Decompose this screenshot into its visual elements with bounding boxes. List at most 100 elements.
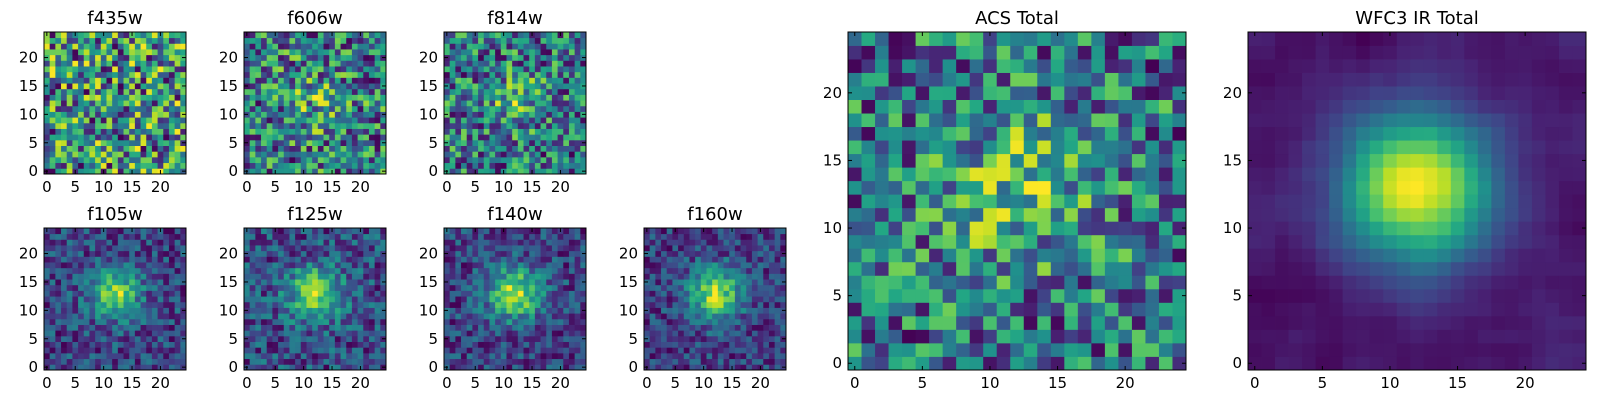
heatmap-cell (157, 250, 164, 257)
heatmap-cell (49, 94, 56, 101)
heatmap-cell (529, 60, 536, 67)
heatmap-cell (763, 318, 770, 325)
heatmap-cell (300, 279, 307, 286)
heatmap-cell (523, 139, 530, 146)
heatmap-cell (129, 77, 136, 84)
heatmap-cell (996, 342, 1011, 357)
heatmap-cell (72, 256, 79, 263)
heatmap-cell (449, 324, 456, 331)
heatmap-cell (329, 151, 336, 158)
heatmap-cell (340, 139, 347, 146)
heatmap-cell (455, 239, 462, 246)
heatmap-cell (151, 273, 158, 280)
heatmap-cell (444, 71, 451, 78)
heatmap-cell (757, 301, 764, 308)
heatmap-cell (306, 162, 313, 169)
heatmap-cell (163, 60, 170, 67)
heatmap-cell (140, 139, 147, 146)
heatmap-cell (157, 145, 164, 152)
heatmap-cell (495, 341, 502, 348)
heatmap-cell (340, 156, 347, 164)
heatmap-cell (272, 352, 279, 360)
heatmap-cell (780, 296, 787, 303)
heatmap-cell (95, 54, 102, 61)
heatmap-cell (157, 105, 164, 112)
heatmap-cell (334, 117, 341, 124)
heatmap-cell (312, 279, 319, 286)
heatmap-cell (278, 66, 285, 73)
heatmap-cell (168, 162, 176, 169)
heatmap-cell (380, 105, 387, 112)
heatmap-cell (672, 358, 679, 365)
heatmap-cell (763, 233, 770, 240)
heatmap-cell (106, 128, 113, 135)
heatmap-cell (983, 248, 998, 263)
heatmap-cell (157, 111, 164, 118)
heatmap-cell (72, 290, 79, 297)
heatmap-cell (942, 153, 957, 168)
heatmap-cell (563, 279, 570, 286)
heatmap-cell (649, 335, 656, 342)
heatmap-cell (546, 228, 553, 235)
heatmap-cell (751, 307, 758, 314)
heatmap-cell (1077, 167, 1092, 182)
heatmap-cell (915, 167, 930, 182)
heatmap-cell (363, 324, 370, 331)
heatmap-cell (363, 352, 370, 360)
heatmap-cell (163, 290, 170, 297)
heatmap-cell (78, 156, 85, 164)
heatmap-cell (346, 88, 353, 95)
heatmap-cell (449, 117, 456, 124)
heatmap-cell (568, 122, 576, 129)
heatmap-cell (557, 122, 564, 129)
heatmap-cell (83, 88, 90, 95)
heatmap-cell (540, 364, 547, 371)
heatmap-cell (146, 128, 153, 135)
heatmap-cell (306, 168, 313, 175)
heatmap-cell (734, 262, 741, 269)
heatmap-cell (255, 233, 262, 240)
heatmap-cell (512, 296, 519, 303)
heatmap-cell (44, 60, 51, 67)
heatmap-cell (1158, 221, 1173, 236)
heatmap-cell (1104, 194, 1119, 209)
heatmap-cell (956, 207, 971, 222)
heatmap-cell (346, 37, 353, 44)
heatmap-cell (283, 335, 290, 342)
heatmap-cell (89, 267, 96, 274)
heatmap-cell (134, 134, 141, 141)
heatmap-cell (568, 335, 576, 342)
heatmap-cell (255, 358, 262, 365)
heatmap-cell (83, 122, 90, 129)
heatmap-cell (1050, 153, 1065, 168)
heatmap-cell (455, 358, 462, 365)
heatmap-cell (466, 347, 473, 354)
heatmap-cell (1037, 261, 1052, 276)
heatmap-cell (106, 262, 113, 269)
heatmap-cell (861, 261, 876, 276)
heatmap-cell (512, 358, 519, 365)
heatmap-cell (506, 60, 513, 67)
heatmap-cell (174, 228, 181, 235)
heatmap-cell (261, 233, 268, 240)
heatmap-cell (283, 352, 290, 360)
heatmap-cell (272, 284, 279, 291)
heatmap-cell (546, 77, 553, 84)
heatmap-cell (466, 239, 473, 246)
heatmap-cell (272, 245, 279, 252)
heatmap-cell (574, 111, 581, 118)
heatmap-cell (78, 347, 85, 354)
heatmap-cell (44, 284, 51, 291)
heatmap-cell (306, 83, 313, 90)
heatmap-cell (706, 330, 713, 337)
heatmap-cell (444, 358, 451, 365)
heatmap-cell (734, 358, 741, 365)
heatmap-cell (751, 318, 758, 325)
heatmap-cell (717, 352, 724, 360)
heatmap-cell (346, 71, 353, 78)
heatmap-cell (351, 301, 358, 308)
heatmap-cell (357, 313, 364, 320)
heatmap-cell (295, 145, 302, 152)
heatmap-cell (523, 250, 530, 257)
